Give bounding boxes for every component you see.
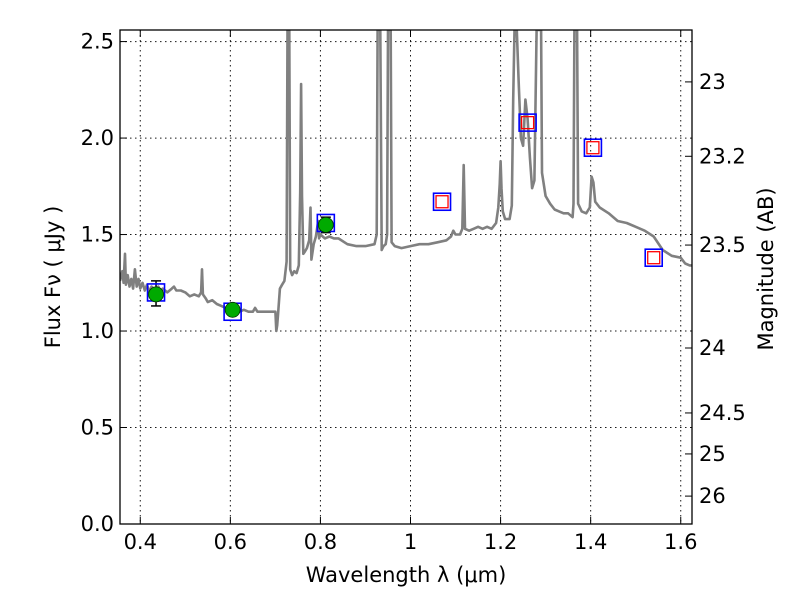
y-tick-label: 1.0 (81, 319, 114, 343)
model-spectrum-line (120, 30, 692, 333)
x-tick-label: 0.8 (304, 530, 337, 554)
y-axis-label: Flux Fν ( μJy ) (41, 206, 65, 349)
x-tick-label: 1.2 (484, 530, 517, 554)
plot-area (120, 30, 692, 333)
y-tick-label: 2.0 (81, 126, 114, 150)
right-axis-label: Magnitude (AB) (754, 187, 778, 350)
ticks: 0.4 0.6 0.8 1 1.2 1.4 1.6 0.0 0.5 1.0 1.5 2.0 2.5 23 2… (81, 30, 746, 554)
right-tick-label: 23.2 (699, 144, 746, 168)
grid (120, 30, 692, 525)
labels: Wavelength λ (μm) Flux Fν ( μJy ) Magnit… (41, 187, 778, 587)
model-flux-square (647, 251, 661, 265)
observed-flux-square (432, 192, 452, 212)
right-tick-label: 23 (699, 70, 726, 94)
x-axis-label: Wavelength λ (μm) (306, 563, 507, 587)
x-tick-label: 1 (404, 530, 417, 554)
model-flux-square (586, 141, 600, 155)
y-tick-label: 2.5 (81, 30, 114, 54)
observed-flux-square (644, 248, 664, 268)
x-tick-label: 1.4 (574, 530, 607, 554)
x-tick-label: 0.4 (124, 530, 157, 554)
observed-flux-square (518, 113, 537, 132)
model-flux-square (435, 195, 449, 209)
model-flux-square (520, 115, 535, 130)
right-tick-label: 26 (699, 484, 726, 508)
right-tick-label: 24 (699, 336, 726, 360)
observed-flux-square (583, 138, 603, 158)
plot-frame (119, 29, 693, 525)
photometry-point (317, 216, 334, 233)
x-tick-label: 1.6 (664, 530, 697, 554)
y-tick-label: 0.5 (81, 416, 114, 440)
x-tick-label: 0.6 (214, 530, 247, 554)
y-tick-label: 0.0 (81, 512, 114, 536)
y-tick-label: 1.5 (81, 223, 114, 247)
right-tick-label: 24.5 (699, 401, 746, 425)
photometry-point (224, 301, 241, 318)
photometry-point (148, 286, 164, 303)
right-tick-label: 23.5 (699, 233, 746, 257)
right-tick-label: 25 (699, 442, 726, 466)
